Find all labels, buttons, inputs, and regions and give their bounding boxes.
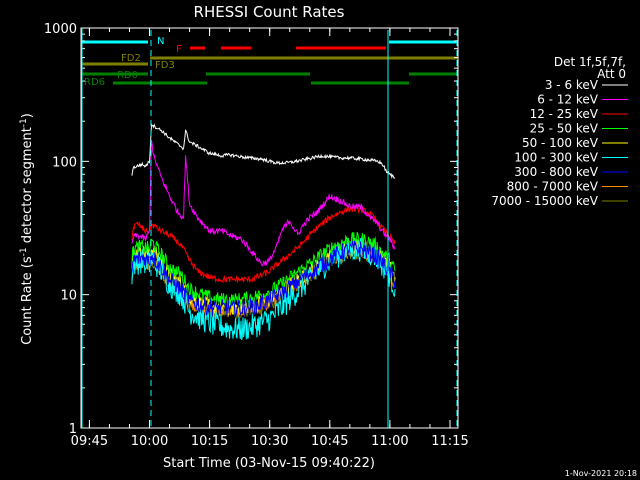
y-tick-label: 100 xyxy=(52,155,77,170)
x-tick-label: 10:45 xyxy=(311,434,348,449)
legend-header-2: Att 0 xyxy=(597,67,626,81)
x-tick-label: 11:15 xyxy=(431,434,468,449)
legend-label: 3 - 6 keV xyxy=(545,78,599,92)
series-line xyxy=(131,240,396,319)
legend-label: 25 - 50 keV xyxy=(530,122,599,136)
x-tick-label: 11:00 xyxy=(371,434,408,449)
flag-label: RD6 xyxy=(84,77,105,88)
series-line xyxy=(131,122,396,180)
flag-label: RD0 xyxy=(117,70,138,81)
x-tick-label: 10:30 xyxy=(251,434,288,449)
y-tick-label: 1000 xyxy=(44,22,77,37)
series-line xyxy=(131,140,396,267)
chart-title: RHESSI Count Rates xyxy=(194,3,345,21)
flag-bars: N F FD2 FD3 RD0 RD6 xyxy=(82,36,457,88)
legend-label: 12 - 25 keV xyxy=(530,107,599,121)
x-tick-label: 09:45 xyxy=(71,434,108,449)
y-tick-label: 10 xyxy=(60,289,77,304)
plot-axes: 1 10 100 1000 09:45 10:00 10:15 10:30 10:45 11:00… xyxy=(44,22,469,449)
legend-label: 100 - 300 keV xyxy=(514,151,598,165)
y-axis-label: Count Rate (s-1 detector segment-1) xyxy=(19,113,35,345)
legend-header-1: Det 1f,5f,7f, xyxy=(554,55,626,69)
event-markers xyxy=(81,28,458,428)
legend-label: 50 - 100 keV xyxy=(522,136,599,150)
series-line xyxy=(131,236,396,341)
date-stamp: 1-Nov-2021 20:18 xyxy=(565,469,637,478)
series-line xyxy=(131,232,396,308)
legend-label: 800 - 7000 keV xyxy=(507,180,599,194)
legend-label: 300 - 800 keV xyxy=(514,165,598,179)
flag-label: N xyxy=(157,36,164,47)
series-layer xyxy=(131,122,396,341)
flag-label: F xyxy=(176,44,182,55)
x-tick-label: 10:15 xyxy=(191,434,228,449)
flag-label: FD2 xyxy=(121,53,141,64)
x-axis-label: Start Time (03-Nov-15 09:40:22) xyxy=(163,456,375,471)
x-tick-label: 10:00 xyxy=(131,434,168,449)
legend-label: 7000 - 15000 keV xyxy=(491,194,598,208)
y-tick-label: 1 xyxy=(69,422,77,437)
legend-label: 6 - 12 keV xyxy=(537,93,599,107)
flag-label: FD3 xyxy=(155,60,175,71)
